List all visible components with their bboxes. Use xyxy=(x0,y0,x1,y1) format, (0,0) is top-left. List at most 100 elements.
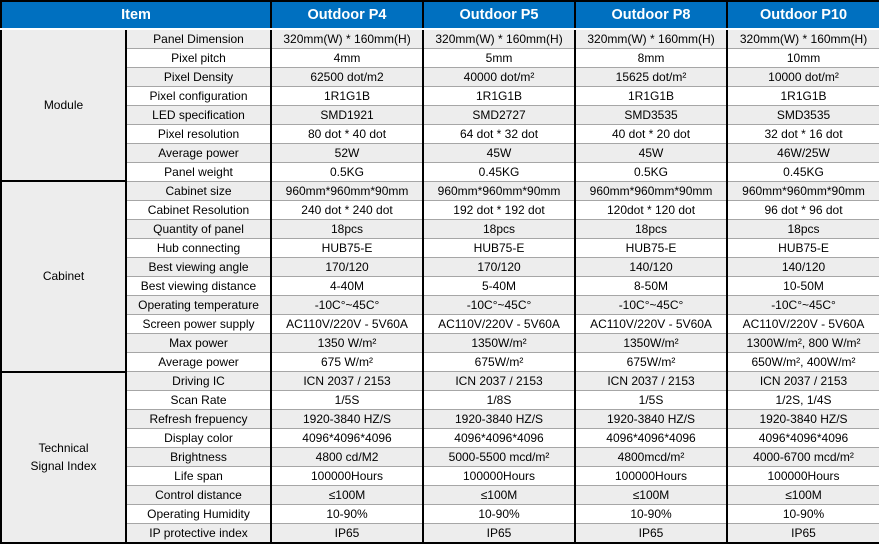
table-row: Brightness 4800 cd/M2 5000-5500 mcd/m² 4800… xyxy=(1,447,879,468)
spec-value: 4096*4096*4096 xyxy=(270,428,425,449)
table-row: Control distance ≤100M ≤100M ≤100M ≤100M xyxy=(1,485,879,506)
table-row: Operating temperature -10C°~45C° -10C°~45C… xyxy=(1,294,879,315)
row-label: Operating Humidity xyxy=(124,504,273,525)
spec-value: 960mm*960mm*90mm xyxy=(726,180,879,201)
spec-value: 4000-6700 mcd/m² xyxy=(726,447,879,468)
spec-value: 170/120 xyxy=(270,256,425,277)
spec-value: 1920-3840 HZ/S xyxy=(726,409,879,430)
row-label: Panel weight xyxy=(124,161,273,182)
spec-value: -10C°~45C° xyxy=(422,294,577,315)
table-row: Hub connecting HUB75-E HUB75-E HUB75-E HUB75… xyxy=(1,237,879,258)
table-row: Display color 4096*4096*4096 4096*4096*409… xyxy=(1,428,879,449)
spec-value: 320mm(W) * 160mm(H) xyxy=(270,28,425,49)
row-label: Cabinet size xyxy=(124,180,273,201)
spec-value: 650W/m², 400W/m² xyxy=(726,352,879,373)
spec-value: 4096*4096*4096 xyxy=(574,428,729,449)
spec-value: 1R1G1B xyxy=(726,85,879,106)
spec-value: 10000 dot/m² xyxy=(726,66,879,87)
row-label: Scan Rate xyxy=(124,390,273,411)
spec-value: 675W/m² xyxy=(574,352,729,373)
table-row: Pixel Density 62500 dot/m2 40000 dot/m² 156… xyxy=(1,66,879,87)
spec-value: 32 dot * 16 dot xyxy=(726,123,879,144)
spec-value: 5000-5500 mcd/m² xyxy=(422,447,577,468)
spec-value: 100000Hours xyxy=(574,466,729,487)
table-row: Screen power supply AC110V/220V - 5V60A AC… xyxy=(1,313,879,335)
table-row: LED specification SMD1921 SMD2727 SMD3535 SM… xyxy=(1,104,879,125)
row-label: Screen power supply xyxy=(124,313,273,335)
row-label: Panel Dimension xyxy=(124,28,273,49)
spec-value: 4096*4096*4096 xyxy=(422,428,577,449)
row-label: Refresh frepuency xyxy=(124,409,273,430)
spec-value: 5-40M xyxy=(422,275,577,296)
spec-value: 960mm*960mm*90mm xyxy=(270,180,425,201)
spec-value: 15625 dot/m² xyxy=(574,66,729,87)
spec-value: 10-90% xyxy=(726,504,879,525)
row-label: Operating temperature xyxy=(124,294,273,315)
spec-value: -10C°~45C° xyxy=(574,294,729,315)
table-row: Module Panel Dimension 320mm(W) * 160mm(H)… xyxy=(0,28,879,183)
group-cell-technical-signal-index: Technical Signal Index xyxy=(0,370,127,544)
spec-value: ICN 2037 / 2153 xyxy=(422,371,577,392)
spec-value: IP65 xyxy=(270,523,425,544)
spec-value: ≤100M xyxy=(574,485,729,506)
table-row: Operating Humidity 10-90% 10-90% 10-90% 10-9… xyxy=(1,504,879,525)
spec-value: 40 dot * 20 dot xyxy=(574,123,729,144)
spec-value: 4800 cd/M2 xyxy=(270,447,425,468)
table-row: Cabinet Resolution 240 dot * 240 dot 192 d… xyxy=(1,199,879,220)
spec-value: HUB75-E xyxy=(270,237,425,258)
spec-value: 8mm xyxy=(574,47,729,68)
spec-value: 1920-3840 HZ/S xyxy=(422,409,577,430)
spec-value: -10C°~45C° xyxy=(726,294,879,315)
spec-value: 0.45KG xyxy=(726,161,879,182)
spec-value: AC110V/220V - 5V60A xyxy=(422,313,577,335)
spec-value: 960mm*960mm*90mm xyxy=(422,180,577,201)
spec-value: ICN 2037 / 2153 xyxy=(574,371,729,392)
table-row: Cabinet Cabinet size 960mm*960mm*90mm 960mm… xyxy=(0,180,879,373)
spec-value: IP65 xyxy=(422,523,577,544)
row-label: Control distance xyxy=(124,485,273,506)
column-header-outdoor-p4: Outdoor P4 xyxy=(270,0,425,30)
row-label: Display color xyxy=(124,428,273,449)
row-label: Average power xyxy=(124,352,273,373)
spec-value: 100000Hours xyxy=(422,466,577,487)
row-label: Cabinet Resolution xyxy=(124,199,273,220)
spec-value: 1R1G1B xyxy=(574,85,729,106)
spec-value: SMD1921 xyxy=(270,104,425,125)
spec-value: 10-90% xyxy=(574,504,729,525)
spec-value: SMD2727 xyxy=(422,104,577,125)
table-row: Best viewing angle 170/120 170/120 140/120 1… xyxy=(1,256,879,277)
spec-value: HUB75-E xyxy=(574,237,729,258)
spec-value: 120dot * 120 dot xyxy=(574,199,729,220)
spec-value: 4096*4096*4096 xyxy=(726,428,879,449)
spec-value: 1/5S xyxy=(270,390,425,411)
group-cell-cabinet: Cabinet xyxy=(0,180,127,373)
spec-value: ≤100M xyxy=(422,485,577,506)
spec-value: 45W xyxy=(574,142,729,163)
spec-value: 18pcs xyxy=(726,218,879,239)
spec-value: 80 dot * 40 dot xyxy=(270,123,425,144)
spec-value: 45W xyxy=(422,142,577,163)
spec-value: 0.45KG xyxy=(422,161,577,182)
column-header-outdoor-p8: Outdoor P8 xyxy=(574,0,729,30)
spec-value: 10-50M xyxy=(726,275,879,296)
spec-value: 10mm xyxy=(726,47,879,68)
table-row: Scan Rate 1/5S 1/8S 1/5S 1/2S, 1/4S xyxy=(1,390,879,411)
table-row: Pixel configuration 1R1G1B 1R1G1B 1R1G1B 1R1… xyxy=(1,85,879,106)
spec-value: 4mm xyxy=(270,47,425,68)
row-label: LED specification xyxy=(124,104,273,125)
spec-value: 1/2S, 1/4S xyxy=(726,390,879,411)
spec-value: IP65 xyxy=(574,523,729,544)
spec-value: 675W/m² xyxy=(422,352,577,373)
spec-value: ≤100M xyxy=(726,485,879,506)
spec-value: 4-40M xyxy=(270,275,425,296)
table-row: Quantity of panel 18pcs 18pcs 18pcs 18pcs xyxy=(1,218,879,239)
spec-value: ICN 2037 / 2153 xyxy=(270,371,425,392)
row-label: Average power xyxy=(124,142,273,163)
spec-value: AC110V/220V - 5V60A xyxy=(726,313,879,335)
row-label: Quantity of panel xyxy=(124,218,273,239)
spec-value: 320mm(W) * 160mm(H) xyxy=(574,28,729,49)
spec-value: 240 dot * 240 dot xyxy=(270,199,425,220)
spec-value: -10C°~45C° xyxy=(270,294,425,315)
table-row: Technical Signal Index Driving IC ICN 2037… xyxy=(0,370,879,544)
